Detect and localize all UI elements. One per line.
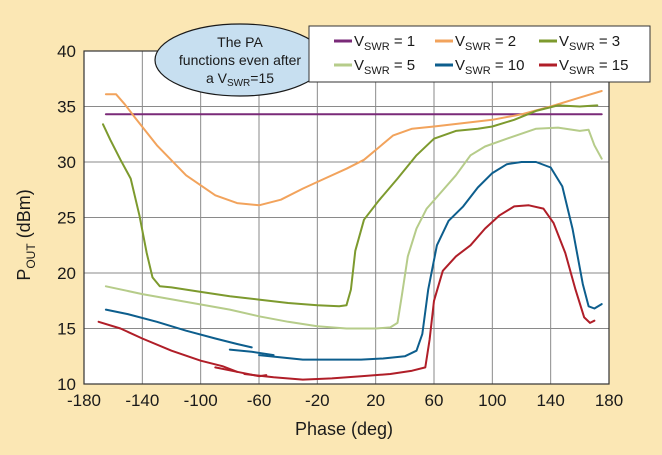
annotation-line-1: The PA [217,34,263,50]
y-tick-label: 20 [57,264,76,283]
y-axis-label-main: P [14,269,34,281]
y-tick-label: 30 [57,153,76,172]
legend-label: VSWR = 1 [354,33,415,53]
annotation-line-3-suffix: =15 [250,70,274,86]
y-tick-label: 25 [57,209,76,228]
series-segment [104,308,253,349]
series-segment [243,204,596,381]
series-line-2 [104,90,603,207]
annotation-line-2: functions even after [179,52,302,68]
legend-label: VSWR = 15 [559,57,628,77]
legend-label: VSWR = 5 [354,57,415,77]
annotation-line-3-sub: SWR [227,78,250,89]
y-tick-label: 40 [57,42,76,61]
series-line-3 [102,104,599,308]
y-tick-label: 10 [57,375,76,394]
y-tick-label: 15 [57,320,76,339]
x-tick-label: 20 [366,391,385,410]
x-tick-label: -20 [305,391,330,410]
series-segment [102,104,599,308]
x-tick-label: -60 [247,391,272,410]
series-segment [104,90,603,207]
y-axis-label-unit: (dBm) [14,189,34,243]
series-line-6 [97,204,596,381]
y-axis-label-sub: OUT [24,243,38,269]
x-tick-label: -180 [67,391,101,410]
series-segment [104,126,603,330]
legend-items: VSWR = 1 VSWR = 2 VSWR = 3 VSWR = 5 VSWR = 1… [334,33,628,77]
legend-label: VSWR = 2 [455,33,516,53]
series-line-4 [104,126,603,330]
y-tick-labels: 10 15 20 25 30 35 40 [57,42,76,394]
x-tick-labels: -180 -140 -100 -60 -20 20 60 100 140 180 [67,391,623,410]
y-tick-label: 35 [57,98,76,117]
legend: VSWR = 1 VSWR = 2 VSWR = 3 VSWR = 5 VSWR = 1… [308,25,651,83]
legend-label: VSWR = 3 [559,33,620,53]
x-axis-label: Phase (deg) [295,419,393,439]
x-tick-label: -100 [184,391,218,410]
legend-label: VSWR = 10 [455,57,524,77]
x-tick-label: 140 [536,391,564,410]
series-group [97,90,603,381]
annotation: The PA functions even after a VSWR=15 [154,23,326,97]
x-tick-label: 100 [478,391,506,410]
series-segment [228,348,275,357]
x-tick-label: 180 [595,391,623,410]
legend-box [308,25,651,83]
x-tick-label: -140 [125,391,159,410]
series-segment [258,161,603,361]
series-line-5 [104,161,603,361]
series-segment [97,320,239,373]
annotation-line-3: a VSWR=15 [206,70,274,89]
y-axis-label: POUT (dBm) [14,189,38,280]
annotation-line-3-prefix: a V [206,70,228,86]
x-tick-label: 60 [425,391,444,410]
